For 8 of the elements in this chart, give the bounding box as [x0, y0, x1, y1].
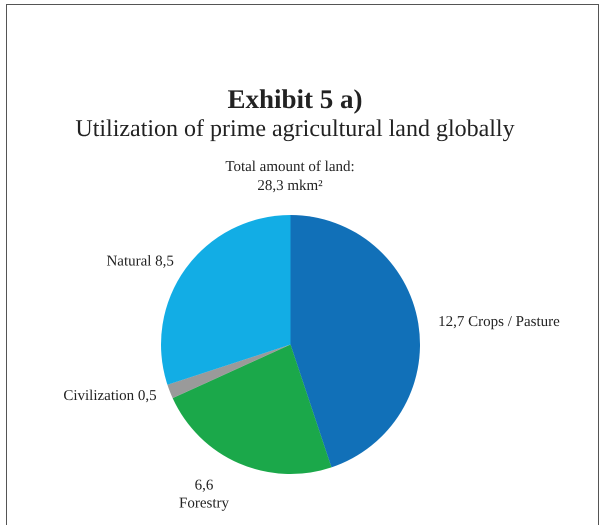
slice-label: Forestry: [179, 496, 230, 512]
slice-label: Civilization 0,5: [63, 388, 157, 404]
data-label: 6,6: [194, 478, 214, 494]
text: Total amount of land: 28,3 mkm²: [224, 158, 356, 196]
slice-label: Natural 8,5: [106, 253, 174, 270]
chart-subtitle: Utilization of prime agricultural land globally: [74, 116, 516, 143]
slice-label: 12,7 Crops / Pasture: [438, 314, 560, 330]
chart-title: Exhibit 5 a): [226, 84, 364, 115]
